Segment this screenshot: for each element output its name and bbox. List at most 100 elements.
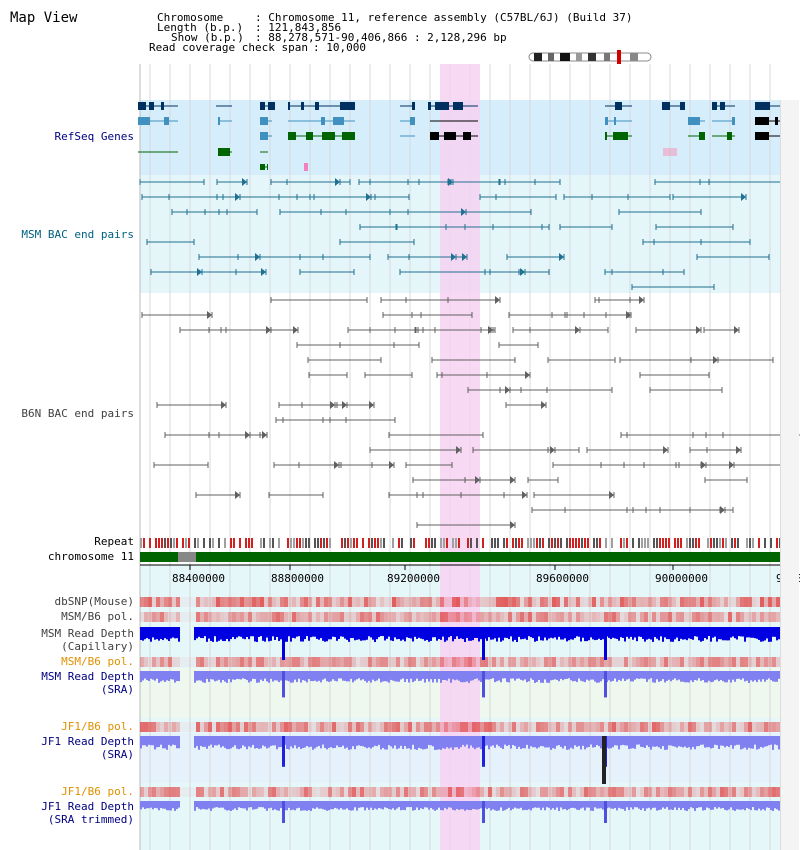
snp-cell: [508, 787, 512, 797]
vertical-scrollbar[interactable]: [780, 100, 799, 850]
snp-cell: [352, 722, 356, 732]
snp-cell: [160, 657, 164, 667]
depth-bar: [664, 671, 666, 683]
depth-bar: [772, 627, 774, 637]
depth-bar: [312, 736, 314, 750]
depth-bar: [664, 627, 666, 638]
track-label-repeat[interactable]: Repeat: [94, 535, 134, 548]
chromosome-ideogram[interactable]: [526, 50, 656, 64]
depth-bar: [518, 627, 520, 637]
track-label-jf1-b6-pol-2[interactable]: JF1/B6 pol.: [61, 785, 134, 798]
depth-bar: [692, 736, 694, 747]
depth-bar: [168, 627, 170, 641]
depth-bar: [624, 801, 626, 811]
snp-cell: [672, 597, 676, 607]
depth-bar: [384, 801, 386, 808]
snp-cell: [236, 722, 240, 732]
depth-bar: [668, 627, 670, 640]
depth-bar: [208, 801, 210, 809]
depth-bar: [198, 801, 200, 809]
track-label-msm-depth-capillary[interactable]: MSM Read Depth: [41, 627, 134, 640]
depth-bar: [394, 801, 396, 811]
depth-bar: [376, 801, 378, 810]
snp-cell: [224, 722, 228, 732]
track-label-msm-b6-pol-1[interactable]: MSM/B6 pol.: [61, 610, 134, 623]
depth-bar: [162, 801, 164, 809]
depth-bar: [350, 736, 352, 750]
depth-bar: [288, 801, 290, 808]
depth-bar: [472, 801, 474, 809]
depth-bar: [576, 736, 578, 747]
repeat-mark: [155, 538, 157, 548]
repeat-mark: [320, 538, 322, 548]
depth-bar: [516, 801, 518, 809]
depth-bar: [538, 627, 540, 637]
depth-bar: [470, 736, 472, 746]
track-label-refseq[interactable]: RefSeq Genes: [54, 130, 134, 143]
depth-bar: [372, 801, 374, 810]
track-label-msm-b6-pol-2[interactable]: MSM/B6 pol.: [61, 655, 134, 668]
depth-bar: [478, 801, 480, 810]
depth-bar: [554, 627, 556, 638]
track-label-chromosome[interactable]: chromosome 11: [47, 550, 134, 563]
repeat-mark: [323, 538, 325, 548]
depth-bar: [692, 671, 694, 683]
repeat-mark: [272, 538, 274, 548]
depth-bar: [364, 801, 366, 811]
depth-bar: [408, 801, 410, 808]
depth-spike: [482, 671, 485, 698]
depth-bar: [640, 801, 642, 811]
depth-bar: [248, 801, 250, 808]
depth-bar: [268, 671, 270, 683]
snp-cell: [164, 612, 168, 622]
snp-cell: [268, 597, 272, 607]
track-label-dbsnp[interactable]: dbSNP(Mouse): [54, 595, 134, 608]
depth-bar: [374, 736, 376, 746]
depth-bar: [266, 736, 268, 749]
snp-cell: [300, 787, 304, 797]
b6n-bac-pair: [293, 326, 298, 334]
depth-bar: [336, 736, 338, 746]
depth-bar: [700, 671, 702, 681]
depth-bar: [524, 736, 526, 749]
depth-bar: [536, 801, 538, 808]
depth-bar: [742, 736, 744, 749]
snp-cell: [256, 612, 260, 622]
snp-cell: [492, 612, 496, 622]
snp-cell: [484, 657, 488, 667]
depth-bar: [310, 627, 312, 638]
depth-bar: [554, 801, 556, 810]
depth-bar: [232, 801, 234, 810]
depth-bar: [416, 801, 418, 808]
snp-cell: [256, 657, 260, 667]
track-label-jf1-depth-sra[interactable]: JF1 Read Depth: [41, 735, 134, 748]
depth-bar: [300, 736, 302, 750]
b6n-bac-pair: [235, 491, 240, 499]
depth-bar: [204, 627, 206, 637]
depth-bar: [768, 801, 770, 808]
repeat-mark: [515, 538, 517, 548]
depth-bar: [760, 736, 762, 748]
snp-cell: [172, 722, 176, 732]
track-label-msm-depth-sra[interactable]: MSM Read Depth: [41, 670, 134, 683]
track-label-jf1-b6-pol-1[interactable]: JF1/B6 pol.: [61, 720, 134, 733]
track-label-msm-bac[interactable]: MSM BAC end pairs: [21, 228, 134, 241]
track-label-b6n-bac[interactable]: B6N BAC end pairs: [21, 407, 134, 420]
snp-cell: [624, 787, 628, 797]
depth-bar: [382, 627, 384, 637]
snp-cell: [712, 597, 716, 607]
snp-cell: [772, 722, 776, 732]
snp-cell: [324, 612, 328, 622]
depth-bar: [378, 627, 380, 638]
depth-bar: [350, 801, 352, 811]
snp-cell: [532, 612, 536, 622]
track-label-jf1-depth-trimmed[interactable]: JF1 Read Depth: [41, 800, 134, 813]
depth-bar: [708, 627, 710, 637]
snp-cell: [716, 722, 720, 732]
repeat-mark: [605, 538, 607, 548]
depth-bar: [628, 671, 630, 679]
depth-bar: [720, 736, 722, 746]
depth-bar: [394, 671, 396, 682]
depth-bar: [726, 671, 728, 683]
